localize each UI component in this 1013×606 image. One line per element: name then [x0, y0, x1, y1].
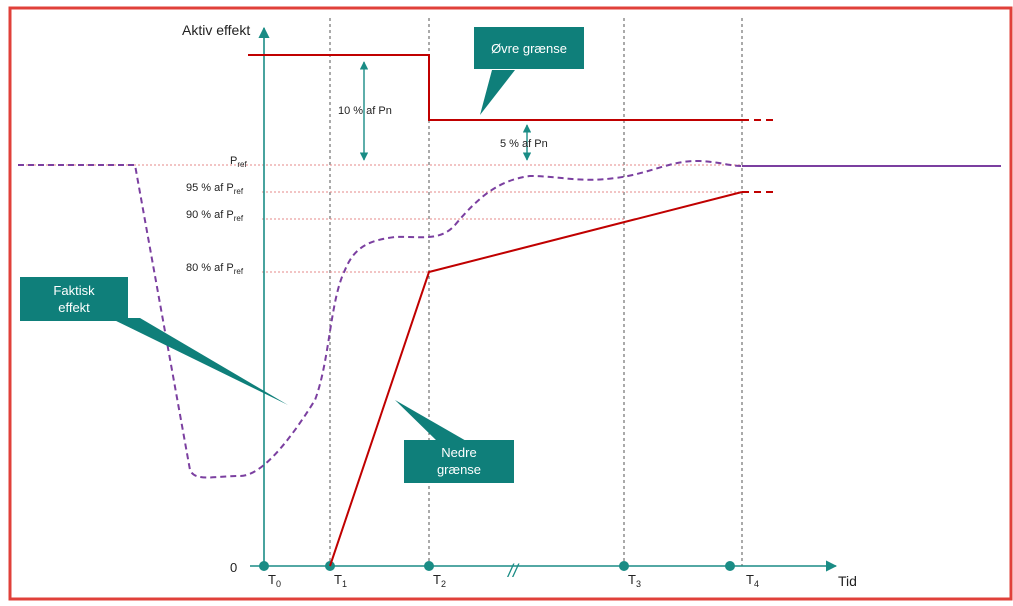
upper-margin-label: 10 % af Pn [338, 105, 392, 117]
callout-lower-box [404, 440, 514, 483]
lower-limit-line [329, 191, 743, 567]
time-markers [259, 561, 735, 571]
time-label-t0: T0 [268, 572, 281, 589]
level-guides [18, 164, 742, 273]
lower-margin-label: 5 % af Pn [500, 138, 548, 150]
level-label-pref: Pref [230, 155, 247, 169]
callout-lower-line2: grænse [437, 462, 481, 477]
upper-limit-line [248, 54, 742, 121]
y-axis-label: Aktiv effekt [182, 22, 250, 38]
marker-t4 [725, 561, 735, 571]
axis-break-mark: // [506, 561, 520, 581]
outer-border [8, 6, 1013, 601]
time-guides [329, 18, 743, 566]
callout-actual-line1: Faktisk [53, 283, 95, 298]
time-label-t2: T2 [433, 572, 446, 589]
callout-lower-line1: Nedre [441, 445, 476, 460]
level-label-95: 95 % af Pref [186, 182, 244, 196]
time-label-t4: T4 [746, 572, 759, 589]
callout-actual-box [20, 277, 128, 321]
origin-label: 0 [230, 560, 237, 575]
callout-lower-limit: Nedre grænse [395, 400, 514, 483]
callout-lower-pointer [395, 400, 468, 442]
callout-actual-power: Faktisk effekt [20, 277, 288, 405]
marker-t3 [619, 561, 629, 571]
marker-t2 [424, 561, 434, 571]
callout-upper-box [474, 27, 584, 69]
time-label-t3: T3 [628, 572, 641, 589]
callout-actual-line2: effekt [58, 300, 90, 315]
callout-upper-text: Øvre grænse [491, 41, 567, 56]
x-axis-label: Tid [838, 573, 857, 589]
callout-upper-pointer [480, 70, 515, 115]
callout-actual-pointer [110, 318, 288, 405]
level-label-80: 80 % af Pref [186, 262, 244, 276]
time-label-t1: T1 [334, 572, 347, 589]
level-label-90: 90 % af Pref [186, 209, 244, 223]
callout-upper-limit: Øvre grænse [474, 27, 584, 115]
marker-t0 [259, 561, 269, 571]
